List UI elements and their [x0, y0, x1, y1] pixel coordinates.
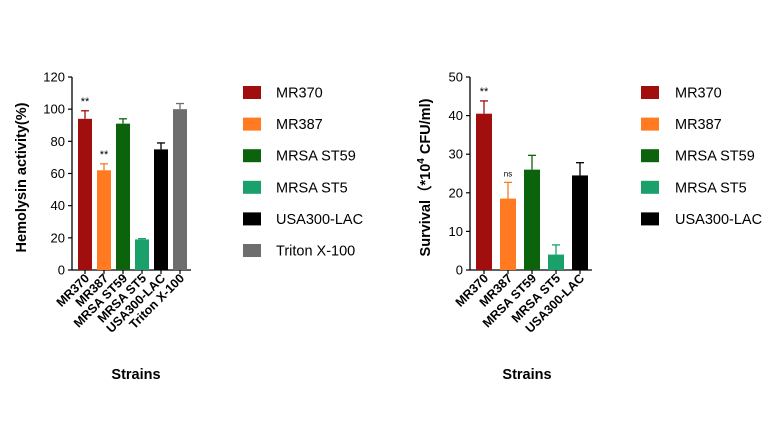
- bar-mr387: [500, 198, 516, 270]
- y-tick-label: 30: [449, 147, 463, 162]
- legend-label: MR387: [276, 117, 323, 133]
- y-tick-label: 60: [51, 166, 65, 181]
- legend-swatch: [243, 149, 261, 163]
- legend-swatch: [243, 117, 261, 131]
- bar-mrsa-st5: [548, 254, 564, 270]
- legend-label: MRSA ST5: [276, 180, 348, 196]
- legend-swatch: [243, 180, 261, 194]
- bar-mrsa-st59: [524, 169, 540, 270]
- bar-mrsa-st5: [135, 239, 149, 270]
- significance-label: **: [480, 86, 489, 98]
- legend-label: MRSA ST5: [675, 180, 747, 196]
- y-tick-label: 120: [43, 70, 65, 85]
- y-tick-label: 20: [449, 185, 463, 200]
- y-tick-label: 0: [456, 263, 463, 278]
- legend-label: MRSA ST59: [675, 149, 755, 165]
- bar-mr370: [78, 118, 92, 270]
- bar-mr387: [97, 170, 111, 270]
- y-tick-label: 100: [43, 102, 65, 117]
- bar-mrsa-st59: [116, 123, 130, 271]
- legend-swatch: [243, 244, 261, 257]
- survival-chart: 0 10 20 30 40 50 ** MR370 ns MR387 MRSA ST59 MRSA S…: [416, 70, 762, 384]
- significance-label: **: [100, 149, 109, 161]
- y-tick-label: 0: [58, 263, 65, 278]
- y-tick-label: 40: [449, 108, 463, 123]
- legend-swatch: [641, 149, 659, 163]
- legend-swatch: [641, 212, 659, 226]
- y-tick-label: 10: [449, 224, 463, 239]
- legend-label: MR370: [276, 86, 323, 102]
- y-axis-label: Hemolysin activity(%): [14, 102, 30, 252]
- bar-usa300-lac: [154, 149, 168, 270]
- legend-swatch: [641, 86, 659, 99]
- significance-label: **: [81, 96, 90, 108]
- legend-label: USA300-LAC: [276, 212, 363, 228]
- y-tick-label: 20: [51, 230, 65, 245]
- bar-triton-x-100: [173, 109, 187, 271]
- legend-label: MR387: [675, 117, 722, 133]
- legend-label: MRSA ST59: [276, 149, 356, 165]
- hemolysin-chart: 0 20 40 60 80 100 120 ** MR370 ** MR387 MRSA ST59 MR…: [14, 70, 363, 384]
- y-axis-label: Survival（*104 CFU/ml): [416, 98, 434, 256]
- legend-label: USA300-LAC: [675, 212, 762, 228]
- x-axis-label: Strains: [111, 367, 160, 383]
- significance-label: ns: [504, 169, 512, 178]
- x-axis-label: Strains: [502, 367, 551, 383]
- legend-label: MR370: [675, 86, 722, 102]
- legend-swatch: [641, 180, 659, 194]
- bar-usa300-lac: [572, 175, 588, 270]
- legend-swatch: [641, 117, 659, 131]
- y-tick-label: 40: [51, 198, 65, 213]
- y-tick-label: 80: [51, 134, 65, 149]
- legend-label: Triton X-100: [276, 244, 355, 260]
- bar-mr370: [476, 113, 492, 270]
- legend-swatch: [243, 86, 261, 99]
- legend-swatch: [243, 212, 261, 226]
- y-tick-label: 50: [449, 70, 463, 85]
